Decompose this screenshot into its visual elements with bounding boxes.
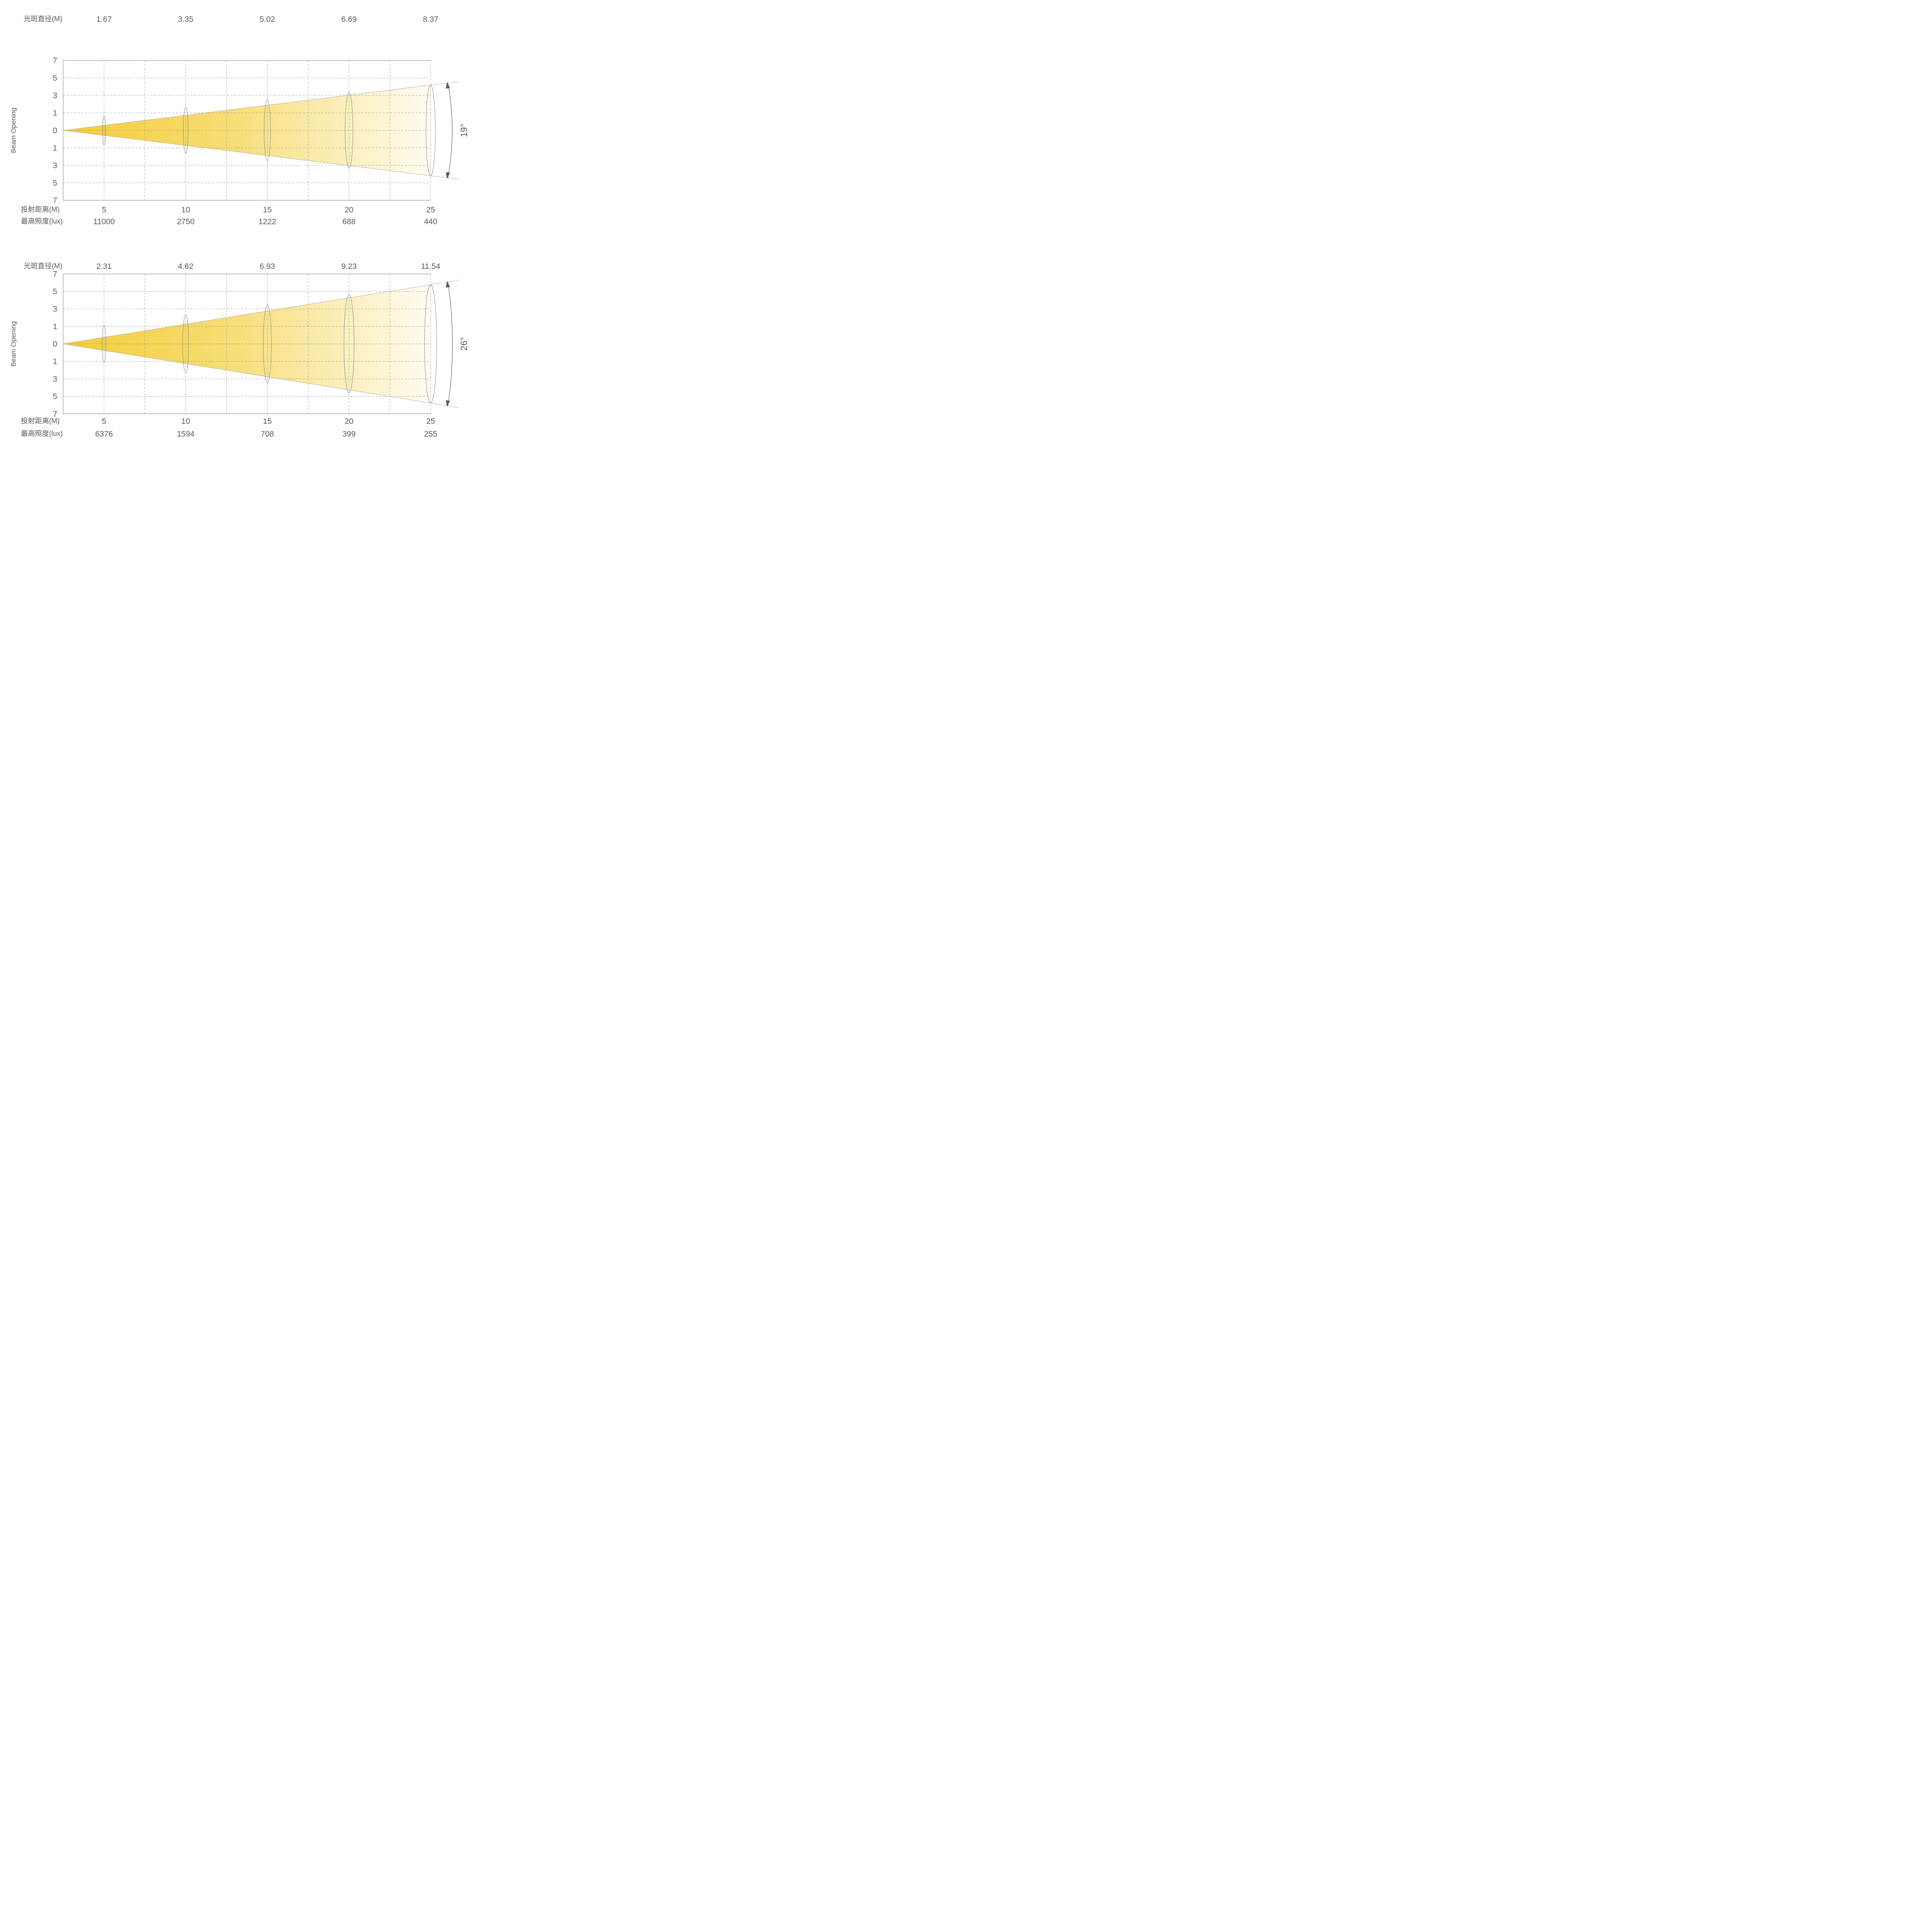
- y-tick-label: 7: [53, 196, 57, 205]
- arrowhead-down-icon: [446, 400, 450, 407]
- arrowhead-down-icon: [446, 172, 450, 179]
- distance-values: 5 10 15 20 25: [102, 417, 435, 426]
- lux-axis-label: 最高照度(lux): [21, 217, 63, 225]
- arrowhead-up-icon: [446, 281, 450, 288]
- spot-diameter-value: 8.37: [423, 15, 438, 24]
- distance-value: 15: [263, 205, 272, 214]
- spot-diameter-axis-label: 光斑直径(M): [24, 15, 62, 23]
- beam-opening-axis-label: Beam Opening: [10, 108, 18, 153]
- lux-value: 1594: [177, 429, 194, 438]
- y-tick-label: 3: [53, 374, 57, 383]
- distance-values: 5 10 15 20 25: [102, 205, 435, 214]
- arrowhead-up-icon: [446, 82, 450, 89]
- y-tick-label: 5: [53, 392, 57, 401]
- spot-diameter-value: 9.23: [341, 262, 357, 271]
- horizontal-gridlines: [63, 291, 431, 397]
- y-tick-label: 1: [53, 357, 57, 366]
- y-tick-label: 3: [53, 161, 57, 170]
- spot-diameter-value: 3.35: [178, 15, 194, 24]
- spot-diameter-value: 2.31: [96, 262, 112, 271]
- spot-diameter-value: 4.62: [178, 262, 194, 271]
- spot-ellipses: [102, 284, 437, 403]
- lux-value: 708: [261, 429, 274, 438]
- y-tick-label: 5: [53, 287, 57, 296]
- spot-diameter-values: 1.67 3.35 5.02 6.69 8.37: [96, 15, 438, 24]
- lux-value: 440: [424, 217, 437, 226]
- y-tick-label: 3: [53, 91, 57, 100]
- y-tick-label: 5: [53, 74, 57, 83]
- beam-chart-26deg: 26° 光斑直径(M) 2.31 4.62 6.93 9.23 11.54 7 …: [10, 262, 470, 438]
- vertical-gridlines: [104, 60, 431, 200]
- y-tick-label: 1: [53, 322, 57, 331]
- distance-value: 10: [181, 205, 190, 214]
- y-tick-label: 3: [53, 304, 57, 313]
- beam-opening-axis-label: Beam Opening: [10, 321, 18, 367]
- spot-diameter-value: 5.02: [259, 15, 275, 24]
- distance-value: 10: [181, 417, 190, 426]
- horizontal-gridlines: [63, 78, 431, 183]
- spot-diameter-value: 1.67: [96, 15, 112, 24]
- spot-diameter-value: 11.54: [421, 262, 441, 271]
- distance-value: 25: [426, 205, 435, 214]
- distance-value: 5: [102, 205, 106, 214]
- lux-value: 255: [424, 429, 437, 438]
- distance-value: 15: [263, 417, 272, 426]
- lux-values: 11000 2750 1222 688 440: [93, 217, 437, 226]
- distance-axis-label: 投射距离(M): [21, 205, 60, 214]
- spot-diameter-value: 6.69: [341, 15, 357, 24]
- distance-value: 20: [345, 417, 354, 426]
- y-tick-label: 7: [53, 269, 57, 278]
- spot-diameter-axis-label: 光斑直径(M): [24, 262, 62, 270]
- spot-ellipses: [102, 84, 436, 176]
- y-tick-label: 0: [53, 126, 57, 135]
- y-tick-label: 0: [53, 339, 57, 348]
- lux-values: 6376 1594 708 399 255: [95, 429, 437, 438]
- beam-chart-19deg: 19° 光斑直径(M) 1.67 3.35 5.02 6.69 8.37 7 5…: [10, 15, 470, 226]
- lux-value: 2750: [177, 217, 194, 226]
- beam-angle-label: 26°: [459, 337, 469, 351]
- y-axis-tick-labels: 7 5 3 1 0 1 3 5 7: [53, 56, 57, 205]
- y-tick-label: 1: [53, 109, 57, 118]
- lux-value: 11000: [93, 217, 115, 226]
- spot-diameter-values: 2.31 4.62 6.93 9.23 11.54: [96, 262, 441, 271]
- lux-value: 6376: [95, 429, 113, 438]
- distance-axis-label: 投射距离(M): [21, 417, 60, 425]
- y-tick-label: 1: [53, 144, 57, 153]
- distance-value: 5: [102, 417, 106, 426]
- beam-angle-label: 19°: [459, 124, 469, 137]
- lux-axis-label: 最高照度(lux): [21, 430, 63, 438]
- angle-arc: [447, 282, 453, 406]
- lux-value: 1222: [258, 217, 276, 226]
- photometric-diagram-page: 19° 光斑直径(M) 1.67 3.35 5.02 6.69 8.37 7 5…: [0, 0, 483, 483]
- angle-arc: [447, 83, 452, 178]
- beam-diagrams-svg: 19° 光斑直径(M) 1.67 3.35 5.02 6.69 8.37 7 5…: [10, 15, 470, 438]
- y-tick-label: 7: [53, 56, 57, 65]
- y-tick-label: 7: [53, 409, 57, 418]
- y-axis-tick-labels: 7 5 3 1 0 1 3 5 7: [53, 269, 57, 418]
- vertical-gridlines: [104, 274, 431, 414]
- beam-edge-lines: [63, 81, 460, 179]
- lux-value: 399: [343, 429, 356, 438]
- lux-value: 688: [343, 217, 356, 226]
- beam-edge-lines: [63, 280, 460, 408]
- distance-value: 20: [345, 205, 354, 214]
- distance-value: 25: [426, 417, 435, 426]
- y-tick-label: 5: [53, 179, 57, 188]
- spot-diameter-value: 6.93: [259, 262, 275, 271]
